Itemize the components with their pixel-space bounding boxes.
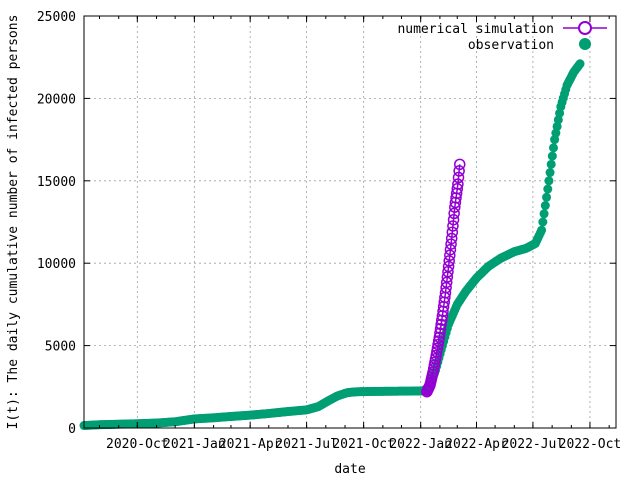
grid-lines xyxy=(84,16,616,428)
x-tick-label: 2020-Oct xyxy=(106,437,169,452)
y-tick-label: 15000 xyxy=(37,175,76,190)
simulation-point xyxy=(453,165,465,177)
x-tick-label: 2021-Jul xyxy=(275,437,338,452)
observation-point xyxy=(542,192,552,202)
x-tick-label: 2022-Jul xyxy=(502,437,565,452)
x-tick-label: 2022-Jan xyxy=(389,437,452,452)
simulation-point xyxy=(444,243,457,256)
observation-point xyxy=(575,59,585,69)
y-tick-label: 5000 xyxy=(45,340,76,355)
x-tick-label: 2021-Jan xyxy=(163,437,226,452)
simulation-point xyxy=(434,327,446,339)
simulation-point xyxy=(442,266,454,278)
simulation-point xyxy=(445,232,458,245)
x-axis-label: date xyxy=(334,462,365,477)
simulation-point xyxy=(444,249,456,262)
series-numerical-simulation xyxy=(421,158,466,398)
y-tick-label: 10000 xyxy=(37,257,76,272)
observation-point xyxy=(547,151,557,161)
simulation-point xyxy=(452,171,465,184)
simulation-point xyxy=(433,331,446,344)
observation-point xyxy=(543,184,553,194)
observation-point xyxy=(544,176,554,186)
legend-swatch-open-circle xyxy=(578,21,592,35)
observation-point xyxy=(538,217,548,227)
observation-point xyxy=(537,225,547,235)
y-tick-label: 0 xyxy=(68,422,76,437)
observation-point xyxy=(545,168,555,178)
simulation-point xyxy=(443,255,455,267)
legend-swatch-filled-circle xyxy=(579,38,591,50)
series-observation xyxy=(79,59,585,431)
simulation-point xyxy=(448,207,460,220)
simulation-point xyxy=(442,260,455,273)
simulation-point xyxy=(447,213,460,226)
simulation-point xyxy=(434,323,447,335)
simulation-point xyxy=(436,314,448,326)
observation-point xyxy=(540,201,550,211)
simulation-point xyxy=(451,182,464,195)
observation-point xyxy=(546,159,556,169)
tick-layer: 0 5000 10000 15000 20000 25000 2020-Oct2021-Ja… xyxy=(37,10,621,452)
series-layer xyxy=(79,59,585,431)
plot-frame xyxy=(83,15,617,429)
simulation-point xyxy=(435,318,447,331)
simulation-point xyxy=(446,226,459,238)
simulation-point xyxy=(452,178,464,190)
y-tick-label: 20000 xyxy=(37,92,76,107)
x-tick-label: 2021-Oct xyxy=(332,437,395,452)
x-tick-label: 2022-Apr xyxy=(445,437,508,452)
y-tick-label: 25000 xyxy=(37,10,76,25)
legend-label-numerical-simulation: numerical simulation xyxy=(397,22,554,37)
observation-point xyxy=(548,143,558,153)
legend-label-observation: observation xyxy=(468,38,554,53)
y-axis-label: I(t): The daily cumulative number of inf… xyxy=(6,15,21,430)
simulation-point xyxy=(453,158,466,171)
simulation-point xyxy=(447,220,459,232)
x-tick-label: 2021-Apr xyxy=(219,437,282,452)
simulation-point xyxy=(445,238,457,250)
x-tick-label: 2022-Oct xyxy=(559,437,622,452)
observation-point xyxy=(539,209,549,219)
legend: numerical simulation observation xyxy=(397,21,607,53)
